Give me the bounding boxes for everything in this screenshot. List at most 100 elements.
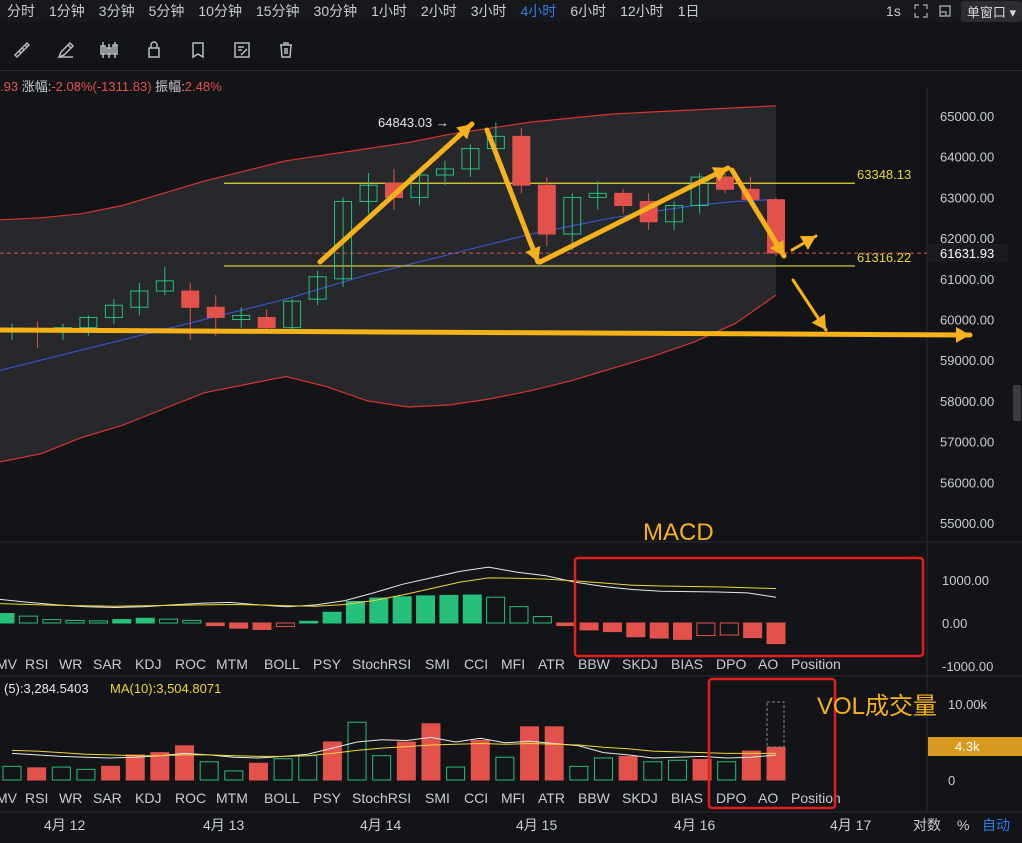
macd-y-tick-1: 0.00 <box>942 616 967 631</box>
vol-bar-2 <box>51 766 71 781</box>
timeframe-7[interactable]: 1小时 <box>371 3 407 19</box>
arrow-down-1 <box>484 127 541 265</box>
high-price-annotation: 64843.03 → <box>378 115 449 130</box>
indicator-row1-tab-5[interactable]: ROC <box>175 656 206 672</box>
timeframe-9[interactable]: 3小时 <box>470 3 507 19</box>
window-icon[interactable] <box>937 3 953 19</box>
arrow-up-2-head <box>711 167 728 182</box>
arrow-down-2-head <box>769 239 784 256</box>
indicator-row1-tab-15[interactable]: SKDJ <box>622 656 658 672</box>
indicator-row2-tab-5[interactable]: ROC <box>175 790 206 806</box>
ruler-icon[interactable] <box>0 30 44 70</box>
main-y-tick-6: 59000.00 <box>940 353 994 368</box>
window-mode-select[interactable]: 单窗口 ▾ <box>960 0 1022 22</box>
candle-body-20 <box>512 135 531 186</box>
candle-body-22 <box>563 196 582 235</box>
indicator-row1-tab-13[interactable]: ATR <box>538 656 565 672</box>
last-price-bg <box>928 244 1008 263</box>
copy-icon[interactable] <box>176 30 220 70</box>
timeframe-2[interactable]: 3分钟 <box>98 3 135 19</box>
indicator-row2-tab-12[interactable]: MFI <box>501 790 525 806</box>
macd-annotation-box <box>573 556 925 658</box>
timeframe-11[interactable]: 6小时 <box>570 3 607 19</box>
indicator-row2-tab-15[interactable]: SKDJ <box>622 790 658 806</box>
vol-bar-29 <box>717 761 737 781</box>
indicator-row2-tab-4[interactable]: KDJ <box>135 790 161 806</box>
indicator-row1-tab-3[interactable]: SAR <box>93 656 122 672</box>
indicator-row1-tab-10[interactable]: SMI <box>425 656 450 672</box>
main-y-tick-1: 64000.00 <box>940 150 994 165</box>
main-y-tick-8: 57000.00 <box>940 435 994 450</box>
trash-icon[interactable] <box>264 30 308 70</box>
arrow-up-1-head <box>456 124 472 140</box>
x-date-1: 4月 13 <box>203 817 244 833</box>
x-date-4: 4月 16 <box>674 817 715 833</box>
lock-icon[interactable] <box>132 30 176 70</box>
main-y-tick-4: 61000.00 <box>940 272 994 287</box>
timeframe-0[interactable]: 分时 <box>7 3 35 19</box>
indicator-row1-tab-2[interactable]: WR <box>59 656 82 672</box>
timeframe-12[interactable]: 12小时 <box>620 3 664 19</box>
vol-current-bg <box>928 737 1022 756</box>
timeframe-3[interactable]: 5分钟 <box>148 3 185 19</box>
indicator-row2-tab-19[interactable]: Position <box>791 790 841 806</box>
candle-body-4 <box>104 304 123 318</box>
indicator-row2-tab-1[interactable]: RSI <box>25 790 48 806</box>
indicator-row1-tab-19[interactable]: Position <box>791 656 841 672</box>
level-label-1: 61316.22 <box>857 250 911 265</box>
indicator-row2-tab-7[interactable]: BOLL <box>264 790 300 806</box>
log-scale-toggle[interactable]: 对数 <box>913 817 941 833</box>
timeframe-8[interactable]: 2小时 <box>420 3 457 19</box>
indicator-row1-tab-11[interactable]: CCI <box>464 656 488 672</box>
indicator-row2-tab-0[interactable]: MV <box>0 790 18 806</box>
auto-scale-toggle[interactable]: 自动 <box>982 817 1010 833</box>
indicator-row1-tab-0[interactable]: MV <box>0 656 18 672</box>
timeframe-4[interactable]: 10分钟 <box>198 3 242 19</box>
indicator-row1-tab-1[interactable]: RSI <box>25 656 48 672</box>
timeframe-1[interactable]: 1分钟 <box>49 3 85 19</box>
vol-annotation-label: VOL成交量 <box>817 693 937 720</box>
pen-icon[interactable] <box>44 30 88 70</box>
indicator-row2-tab-6[interactable]: MTM <box>216 790 248 806</box>
timeframe-13[interactable]: 1日 <box>677 3 700 19</box>
indicator-row1-tab-6[interactable]: MTM <box>216 656 248 672</box>
indicator-row2-tab-14[interactable]: BBW <box>578 790 611 806</box>
indicator-row2-tab-2[interactable]: WR <box>59 790 82 806</box>
timeframe-5[interactable]: 15分钟 <box>255 3 300 19</box>
fullscreen-icon[interactable] <box>913 3 929 19</box>
macd-bar-3 <box>65 619 85 624</box>
edit-icon[interactable] <box>220 30 264 70</box>
indicator-row2-tab-11[interactable]: CCI <box>464 790 488 806</box>
candle-body-14 <box>359 184 378 202</box>
interval-label[interactable]: 1s <box>886 3 901 19</box>
candles-icon[interactable] <box>88 30 132 70</box>
timeframe-6[interactable]: 30分钟 <box>313 3 358 19</box>
indicator-row1-tab-8[interactable]: PSY <box>313 656 342 672</box>
indicator-row1-tab-4[interactable]: KDJ <box>135 656 161 672</box>
boll-upper-line <box>0 105 777 221</box>
arrow-support <box>0 327 973 338</box>
indicator-row2-tab-13[interactable]: ATR <box>538 790 565 806</box>
indicator-row2-tab-3[interactable]: SAR <box>93 790 122 806</box>
indicator-row1-tab-16[interactable]: BIAS <box>671 656 703 672</box>
indicator-row2-tab-18[interactable]: AO <box>758 790 778 806</box>
indicator-row2-tab-9[interactable]: StochRSI <box>352 790 411 806</box>
indicator-row1-tab-9[interactable]: StochRSI <box>352 656 411 672</box>
indicator-row2-tab-10[interactable]: SMI <box>425 790 450 806</box>
vol-bar-5 <box>125 754 145 781</box>
indicator-row1-tab-14[interactable]: BBW <box>578 656 611 672</box>
vol-bar-20 <box>495 756 515 781</box>
indicator-row1-tab-12[interactable]: MFI <box>501 656 525 672</box>
indicator-row1-tab-7[interactable]: BOLL <box>264 656 300 672</box>
indicator-row2-tab-17[interactable]: DPO <box>716 790 746 806</box>
timeframe-10[interactable]: 4小时 <box>520 3 557 19</box>
vol-bar-19 <box>470 739 490 781</box>
scroll-handle <box>1013 385 1021 421</box>
indicator-row2-tab-16[interactable]: BIAS <box>671 790 703 806</box>
indicator-row1-tab-18[interactable]: AO <box>758 656 778 672</box>
percent-scale-toggle[interactable]: % <box>957 817 969 833</box>
indicator-row1-tab-17[interactable]: DPO <box>716 656 746 672</box>
vol-bar-1 <box>27 767 47 781</box>
indicator-row2-tab-8[interactable]: PSY <box>313 790 342 806</box>
